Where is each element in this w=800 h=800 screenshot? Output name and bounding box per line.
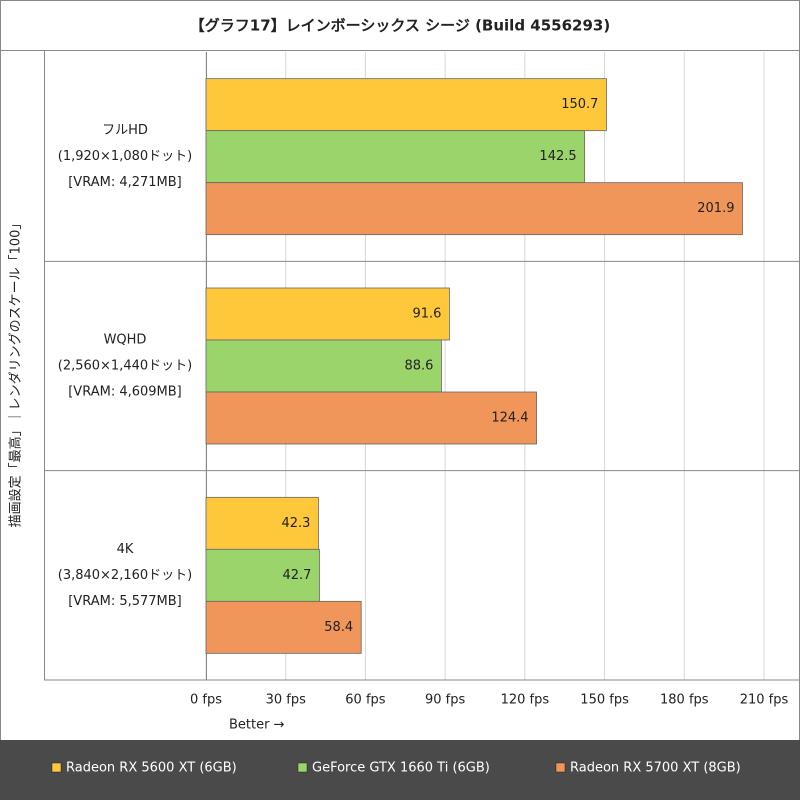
bar: [205, 600, 362, 654]
x-note: Better →: [229, 718, 285, 733]
legend-label: Radeon RX 5700 XT (8GB): [570, 761, 741, 776]
data-label: 91.6: [412, 307, 441, 322]
legend-band: [0, 740, 800, 800]
legend-label: GeForce GTX 1660 Ti (6GB): [312, 761, 490, 776]
x-tick-label: 120 fps: [501, 693, 550, 708]
legend-label: Radeon RX 5600 XT (6GB): [66, 761, 237, 776]
data-label: 88.6: [404, 359, 433, 374]
y-tick-label: [VRAM: 5,577MB]: [68, 594, 182, 609]
legend-swatch: [297, 762, 308, 773]
x-tick-label: 90 fps: [425, 693, 466, 708]
chart-title: 【グラフ17】レインボーシックス シージ (Build 4556293): [190, 17, 610, 35]
bar: [205, 182, 743, 236]
x-tick-label: 30 fps: [266, 693, 307, 708]
y-axis-label: 描画設定「最高」｜レンダリングのスケール「100」: [8, 217, 24, 528]
bar: [205, 130, 586, 184]
x-tick-label: 210 fps: [740, 693, 789, 708]
bar: [205, 287, 450, 341]
bar: [205, 496, 319, 550]
y-tick-label: [VRAM: 4,609MB]: [68, 385, 182, 400]
bar: [205, 339, 442, 393]
y-tick-label: フルHD: [102, 123, 148, 138]
y-tick-label: (1,920×1,080ドット): [58, 149, 192, 164]
x-tick-label: 150 fps: [580, 693, 629, 708]
x-tick-label: 60 fps: [345, 693, 386, 708]
data-label: 42.3: [281, 516, 310, 531]
legend-swatch: [51, 762, 62, 773]
y-tick-label: (3,840×2,160ドット): [58, 568, 192, 583]
data-label: 124.4: [491, 411, 528, 426]
data-label: 42.7: [283, 568, 312, 583]
bar: [205, 548, 320, 602]
legend: Radeon RX 5600 XT (6GB) GeForce GTX 1660 …: [51, 761, 741, 776]
y-tick-label: 4K: [117, 542, 134, 557]
bar: [205, 78, 607, 132]
y-tick-label: WQHD: [104, 333, 147, 348]
y-tick-label: [VRAM: 4,271MB]: [68, 175, 182, 190]
data-label: 150.7: [561, 97, 598, 112]
data-label: 58.4: [324, 620, 353, 635]
x-tick-label: 180 fps: [660, 693, 709, 708]
data-label: 142.5: [539, 149, 576, 164]
legend-swatch: [555, 762, 566, 773]
x-tick-label: 0 fps: [190, 693, 222, 708]
data-label: 201.9: [697, 201, 734, 216]
y-tick-label: (2,560×1,440ドット): [58, 359, 192, 374]
bar: [205, 391, 537, 445]
